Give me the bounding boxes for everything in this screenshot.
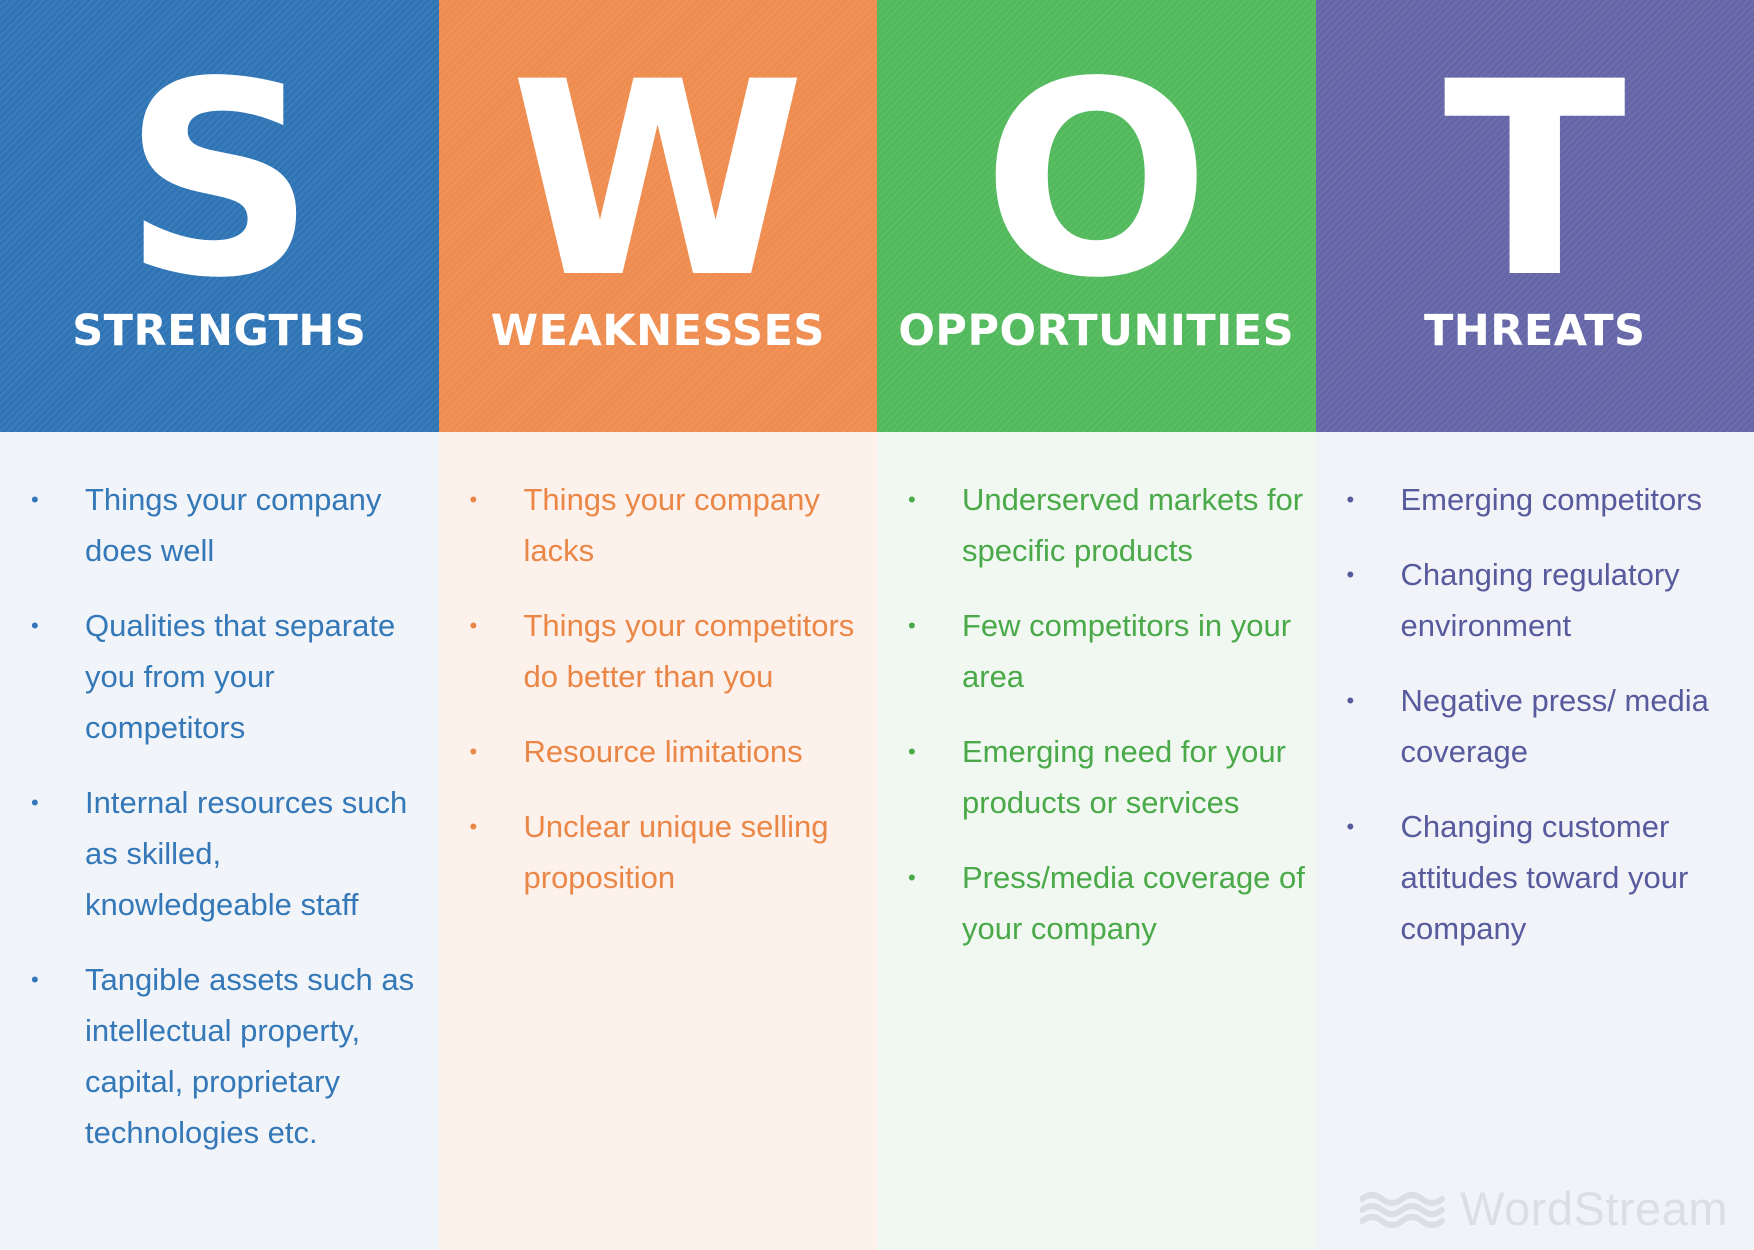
bullet-icon: • (1346, 487, 1355, 512)
item-text: Things your competitors do better than y… (523, 608, 855, 694)
list-item: • Negative press/ media coverage (1316, 675, 1754, 777)
item-text: Press/media coverage of your company (962, 860, 1305, 946)
list-opportunities: • Underserved markets for specific produc… (877, 474, 1316, 954)
bullet-icon: • (31, 967, 39, 992)
column-strengths: S STRENGTHS • Things your company does we… (0, 0, 439, 1250)
item-text: Resource limitations (523, 734, 803, 769)
title-weaknesses: WEAKNESSES (490, 306, 825, 356)
bullet-icon: • (908, 487, 916, 512)
list-item: • Few competitors in your area (877, 600, 1316, 702)
list-item: • Unclear unique selling proposition (439, 801, 878, 903)
list-item: • Tangible assets such as intellectual pr… (0, 954, 439, 1158)
bullet-icon: • (1346, 688, 1355, 713)
body-threats: • Emerging competitors • Changing regulato… (1315, 432, 1754, 1250)
item-text: Changing regulatory environment (1400, 557, 1680, 643)
list-item: • Changing customer attitudes toward your… (1316, 801, 1754, 954)
column-weaknesses: W WEAKNESSES • Things your company lacks … (438, 0, 878, 1250)
bullet-icon: • (908, 865, 916, 890)
list-item: • Things your company lacks (439, 474, 878, 576)
bullet-icon: • (31, 613, 39, 638)
bullet-icon: • (469, 739, 478, 764)
big-letter-t: T (1443, 25, 1627, 337)
list-item: • Internal resources such as skilled, kno… (0, 777, 439, 930)
big-letter-w: W (509, 25, 806, 337)
bullet-icon: • (469, 814, 478, 839)
bullet-icon: • (908, 739, 916, 764)
column-opportunities: O OPPORTUNITIES • Underserved markets for… (877, 0, 1316, 1250)
item-text: Things your company does well (85, 482, 382, 568)
header-strengths: S STRENGTHS (0, 0, 439, 432)
list-item: • Emerging competitors (1316, 474, 1754, 525)
bullet-icon: • (1346, 562, 1355, 587)
big-letter-s: S (122, 25, 316, 337)
item-text: Underserved markets for specific product… (962, 482, 1304, 568)
item-text: Emerging need for your products or servi… (962, 734, 1286, 820)
header-threats: T THREATS (1315, 0, 1754, 432)
body-weaknesses: • Things your company lacks • Things your … (438, 432, 878, 1250)
item-text: Qualities that separate you from your co… (85, 608, 396, 745)
item-text: Negative press/ media coverage (1400, 683, 1709, 769)
item-text: Emerging competitors (1400, 482, 1703, 517)
list-weaknesses: • Things your company lacks • Things your … (439, 474, 878, 903)
item-text: Changing customer attitudes toward your … (1400, 809, 1689, 946)
bullet-icon: • (469, 487, 478, 512)
bullet-icon: • (908, 613, 916, 638)
item-text: Internal resources such as skilled, know… (85, 785, 408, 922)
item-text: Things your company lacks (523, 482, 820, 568)
body-opportunities: • Underserved markets for specific produc… (877, 432, 1316, 1250)
title-threats: THREATS (1423, 306, 1646, 356)
big-letter-o: O (982, 25, 1211, 337)
list-item: • Qualities that separate you from your c… (0, 600, 439, 753)
wordstream-wave-icon (1360, 1191, 1446, 1228)
list-item: • Resource limitations (439, 726, 878, 777)
item-text: Unclear unique selling proposition (523, 809, 829, 895)
bullet-icon: • (31, 487, 39, 512)
bullet-icon: • (31, 790, 39, 815)
bullet-icon: • (469, 613, 478, 638)
body-strengths: • Things your company does well • Qualitie… (0, 432, 439, 1250)
list-strengths: • Things your company does well • Qualitie… (0, 474, 439, 1158)
column-threats: T THREATS • Emerging competitors • Changin… (1315, 0, 1754, 1250)
list-threats: • Emerging competitors • Changing regulato… (1316, 474, 1754, 954)
logo-text: WordStream (1460, 1182, 1728, 1235)
list-item: • Press/media coverage of your company (877, 852, 1316, 954)
item-text: Few competitors in your area (962, 608, 1292, 694)
item-text: Tangible assets such as intellectual pro… (85, 962, 415, 1150)
header-weaknesses: W WEAKNESSES (438, 0, 877, 432)
list-item: • Things your competitors do better than … (439, 600, 878, 702)
header-opportunities: O OPPORTUNITIES (877, 0, 1316, 432)
list-item: • Things your company does well (0, 474, 439, 576)
title-strengths: STRENGTHS (72, 306, 367, 356)
bullet-icon: • (1346, 814, 1355, 839)
list-item: • Emerging need for your products or serv… (877, 726, 1316, 828)
list-item: • Changing regulatory environment (1316, 549, 1754, 651)
list-item: • Underserved markets for specific produc… (877, 474, 1316, 576)
wordstream-logo: WordStream (1360, 1181, 1728, 1236)
title-opportunities: OPPORTUNITIES (898, 306, 1295, 356)
